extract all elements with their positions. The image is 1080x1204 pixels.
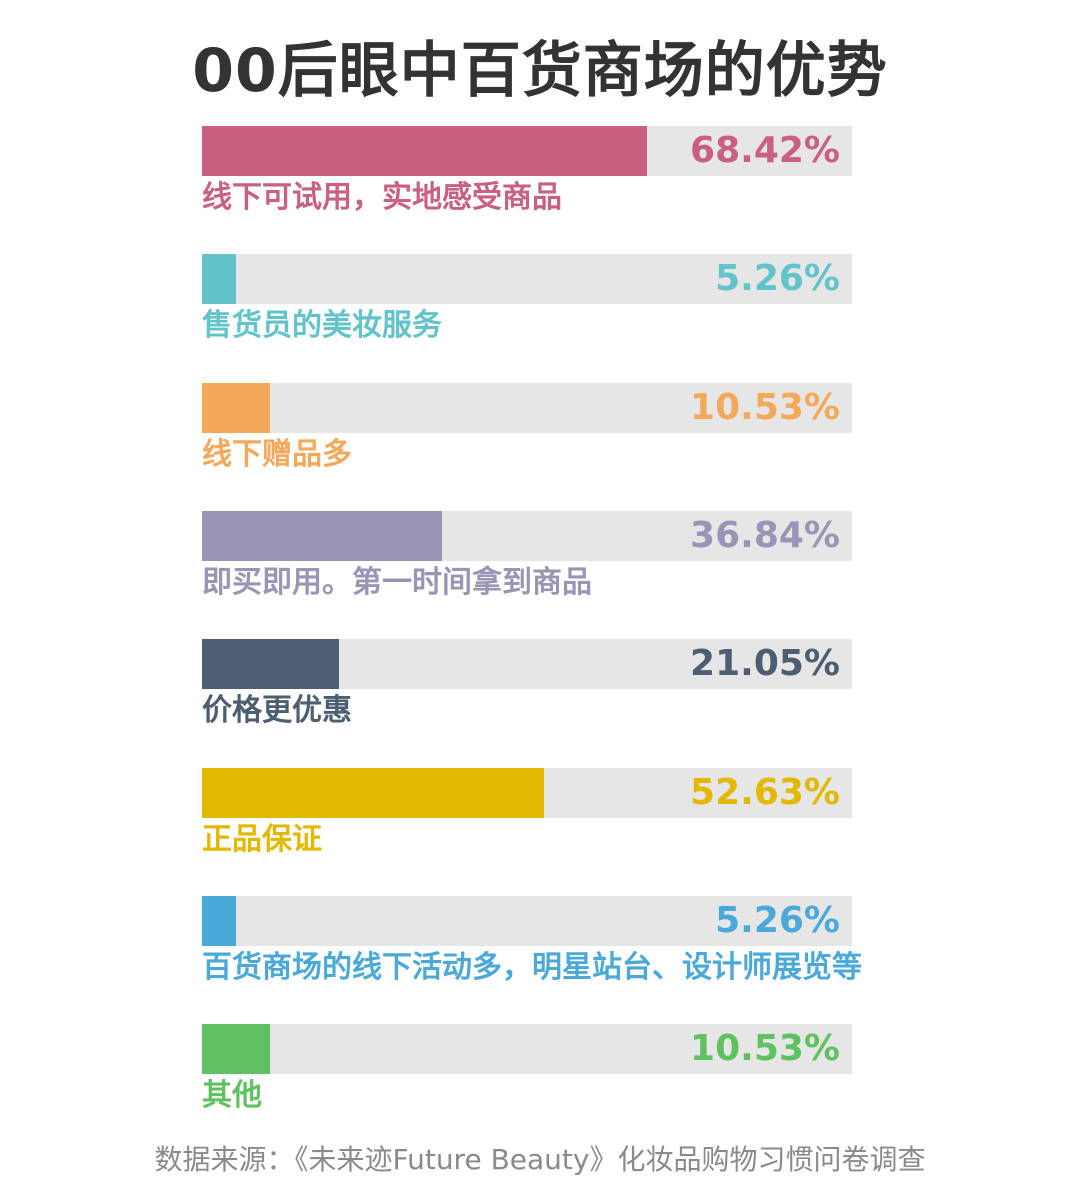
bar-value-label: 5.26% (715, 258, 840, 299)
category-label: 正品保证 (202, 822, 322, 857)
data-source-note: 数据来源：《未来迹Future Beauty》化妆品购物习惯问卷调查 (154, 1143, 926, 1176)
bar (202, 896, 237, 946)
bar-row: 5.26% 百货商场的线下活动多，明星站台、设计师展览等 (202, 896, 962, 1006)
bar-track: 10.53% (202, 1024, 852, 1074)
bar-row: 21.05% 价格更优惠 (202, 639, 962, 749)
bar-value-label: 68.42% (690, 130, 840, 171)
bar-value-label: 21.05% (690, 643, 840, 684)
category-label: 售货员的美妆服务 (202, 308, 442, 343)
category-label: 线下可试用，实地感受商品 (202, 180, 562, 215)
category-label: 线下赠品多 (202, 437, 352, 472)
bar (202, 511, 442, 561)
category-label: 百货商场的线下活动多，明星站台、设计师展览等 (202, 950, 862, 985)
category-label: 即买即用。第一时间拿到商品 (202, 565, 592, 600)
bar-value-label: 10.53% (690, 387, 840, 428)
bar (202, 126, 647, 176)
bar-value-label: 36.84% (690, 515, 840, 556)
bar-chart: 68.42% 线下可试用，实地感受商品 5.26% 售货员的美妆服务 10.53% 线下赠… (202, 126, 962, 1134)
bar-value-label: 52.63% (690, 772, 840, 813)
bar-track: 52.63% (202, 768, 852, 818)
bar-track: 68.42% (202, 126, 852, 176)
chart-title: 00后眼中百货商场的优势 (192, 36, 888, 106)
bar-track: 21.05% (202, 639, 852, 689)
bar-row: 36.84% 即买即用。第一时间拿到商品 (202, 511, 962, 621)
bar (202, 768, 545, 818)
bar (202, 639, 339, 689)
bar-row: 10.53% 其他 (202, 1024, 962, 1134)
bar-track: 36.84% (202, 511, 852, 561)
category-label: 其他 (202, 1078, 262, 1113)
bar-track: 5.26% (202, 254, 852, 304)
bar-value-label: 5.26% (715, 900, 840, 941)
bar (202, 383, 271, 433)
bar (202, 254, 237, 304)
bar-row: 52.63% 正品保证 (202, 768, 962, 878)
bar-row: 10.53% 线下赠品多 (202, 383, 962, 493)
bar-row: 5.26% 售货员的美妆服务 (202, 254, 962, 364)
category-label: 价格更优惠 (202, 693, 352, 728)
bar (202, 1024, 271, 1074)
bar-row: 68.42% 线下可试用，实地感受商品 (202, 126, 962, 236)
bar-value-label: 10.53% (690, 1028, 840, 1069)
bar-track: 10.53% (202, 383, 852, 433)
bar-track: 5.26% (202, 896, 852, 946)
